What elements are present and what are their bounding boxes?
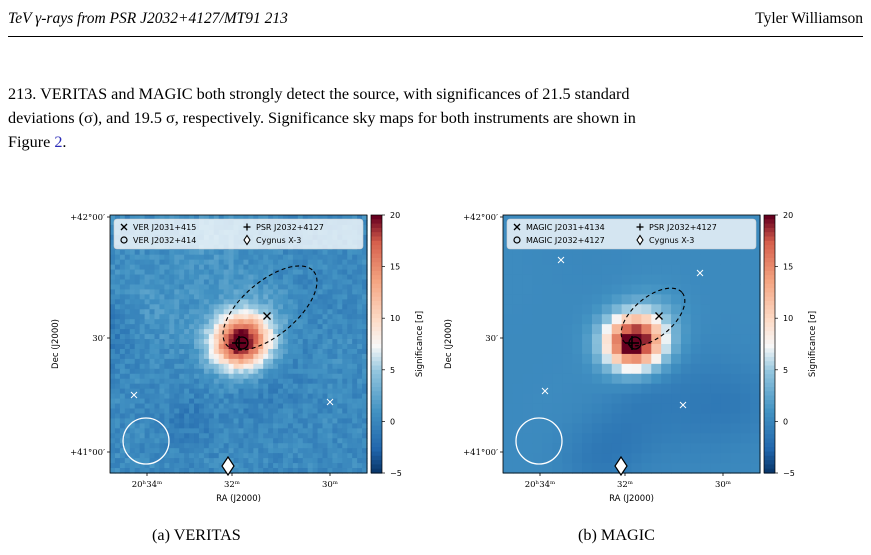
paragraph-line-3-end: . — [62, 133, 67, 151]
legend-entry: PSR J2032+4127 — [649, 223, 717, 232]
colorbar-label: Significance [σ] — [415, 311, 425, 377]
caption-a: (a) VERITAS — [152, 526, 241, 544]
colorbar-tick-label: 10 — [783, 314, 793, 323]
header-rule — [8, 36, 863, 37]
colorbar: −5 0 5 10 15 20 Significance [σ] — [763, 211, 818, 478]
colorbar-tick-label: 15 — [783, 263, 793, 272]
colorbar-tick-label: −5 — [783, 469, 795, 478]
x-tick-label: 30ᵐ — [322, 480, 338, 490]
figure-link[interactable]: 2 — [54, 133, 63, 151]
y-tick-label: +41°00′ — [463, 448, 498, 458]
x-axis-label: RA (J2000) — [609, 494, 654, 504]
paragraph-line-3: Figure 2. — [8, 130, 863, 154]
legend-entry: MAGIC J2032+4127 — [526, 236, 605, 245]
colorbar-tick-label: 10 — [390, 314, 400, 323]
figure-panel-magic: 20ʰ34ᵐ 32ᵐ 30ᵐ +42°00′ 30′ +41°00′ RA (J2000) D… — [431, 205, 851, 515]
y-tick-label: +42°00′ — [463, 213, 498, 223]
plot-frame — [502, 214, 761, 474]
colorbar-tick-label: 0 — [390, 417, 395, 426]
x-tick-label: 30ᵐ — [715, 480, 731, 490]
y-tick-label: +42°00′ — [70, 213, 105, 223]
legend-entry: PSR J2032+4127 — [256, 223, 324, 232]
x-tick-label: 32ᵐ — [617, 480, 633, 490]
figure-panel-veritas: 20ʰ34ᵐ 32ᵐ 30ᵐ +42°00′ 30′ +41°00′ RA (J2000) D… — [38, 205, 458, 515]
y-axis-label: Dec (J2000) — [51, 319, 61, 369]
source-markers — [541, 256, 704, 409]
x-tick-label: 20ʰ34ᵐ — [525, 480, 556, 490]
colorbar-tick-label: 15 — [390, 263, 400, 272]
running-header: TeV γ-rays from PSR J2032+4127/MT91 213 … — [8, 10, 863, 30]
paragraph-line-2: deviations (σ), and 19.5 σ, respectively… — [8, 109, 636, 127]
header-author: Tyler Williamson — [755, 10, 863, 27]
y-tick-label: 30′ — [92, 334, 105, 344]
y-tick-label: 30′ — [485, 334, 498, 344]
colorbar-tick-label: 5 — [783, 366, 788, 375]
source-markers — [130, 265, 334, 406]
colorbar-tick-label: −5 — [390, 469, 402, 478]
body-paragraph: 213. VERITAS and MAGIC both strongly det… — [8, 82, 863, 154]
colorbar-tick-label: 5 — [390, 366, 395, 375]
legend-entry: Cygnus X-3 — [649, 236, 694, 245]
legend-entry: MAGIC J2031+4134 — [526, 223, 605, 232]
x-tick-label: 20ʰ34ᵐ — [132, 480, 163, 490]
colorbar-tick-label: 0 — [783, 417, 788, 426]
legend: VER J2031+415 VER J2032+414 PSR J2032+4127… — [113, 218, 364, 250]
plot-frame — [109, 214, 368, 474]
header-title: TeV γ-rays from PSR J2032+4127/MT91 213 — [8, 10, 288, 27]
paragraph-line-1: 213. VERITAS and MAGIC both strongly det… — [8, 85, 630, 103]
caption-b: (b) MAGIC — [578, 526, 655, 544]
colorbar-tick-label: 20 — [390, 211, 400, 220]
magic-skymap: 20ʰ34ᵐ 32ᵐ 30ᵐ +42°00′ 30′ +41°00′ RA (J2000) D… — [444, 211, 818, 504]
x-tick-label: 32ᵐ — [224, 480, 240, 490]
psf-circle — [122, 417, 170, 465]
veritas-skymap: 20ʰ34ᵐ 32ᵐ 30ᵐ +42°00′ 30′ +41°00′ RA (J2000) D… — [51, 211, 425, 504]
psf-circle — [515, 417, 563, 465]
colorbar: −5 0 5 10 15 20 Significance [σ] — [370, 211, 425, 478]
colorbar-label: Significance [σ] — [808, 311, 818, 377]
legend-entry: Cygnus X-3 — [256, 236, 301, 245]
colorbar-tick-label: 20 — [783, 211, 793, 220]
legend: MAGIC J2031+4134 MAGIC J2032+4127 PSR J203… — [506, 218, 757, 250]
paragraph-line-3-text: Figure — [8, 133, 55, 151]
y-axis-label: Dec (J2000) — [444, 319, 454, 369]
legend-entry: VER J2031+415 — [133, 223, 196, 232]
y-tick-label: +41°00′ — [70, 448, 105, 458]
legend-entry: VER J2032+414 — [133, 236, 196, 245]
x-axis-label: RA (J2000) — [216, 494, 261, 504]
